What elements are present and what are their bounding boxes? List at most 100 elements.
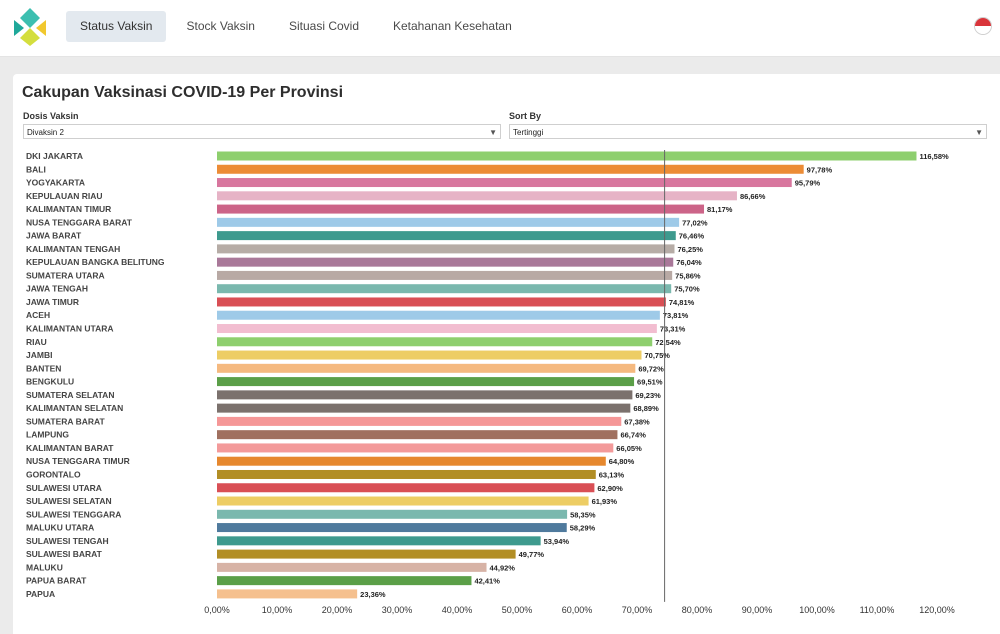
bar-value-label: 58,29% bbox=[570, 524, 596, 533]
bar-sumatera-selatan bbox=[217, 390, 633, 400]
bar-value-label: 70,75% bbox=[645, 351, 671, 360]
bar-nusa-tenggara-timur bbox=[217, 456, 606, 466]
sort-select-value: Tertinggi bbox=[513, 128, 544, 137]
bar-kalimantan-selatan bbox=[217, 403, 631, 413]
x-tick-label: 0,00% bbox=[204, 605, 230, 615]
province-label: MALUKU bbox=[26, 562, 63, 572]
x-tick-label: 20,00% bbox=[322, 605, 353, 615]
bar-value-label: 69,23% bbox=[635, 391, 661, 400]
chevron-down-icon: ▼ bbox=[975, 128, 983, 137]
bar-value-label: 63,13% bbox=[599, 470, 625, 479]
province-coverage-bar-chart: DKI JAKARTA 116,58% BALI 97,78% YOGYAKARTA 95… bbox=[26, 150, 955, 615]
bar-banten bbox=[217, 363, 636, 373]
bar-sumatera-barat bbox=[217, 416, 622, 426]
bar-nusa-tenggara-barat bbox=[217, 217, 680, 227]
province-label: GORONTALO bbox=[26, 469, 81, 479]
bar-jawa-timur bbox=[217, 297, 666, 307]
bar-bengkulu bbox=[217, 377, 635, 387]
bar-lampung bbox=[217, 430, 618, 440]
chevron-down-icon: ▼ bbox=[489, 128, 497, 137]
province-label: SULAWESI TENGAH bbox=[26, 536, 109, 546]
bar-value-label: 76,04% bbox=[676, 258, 702, 267]
nav-status-vaksin[interactable]: Status Vaksin bbox=[66, 11, 167, 42]
kemenkes-logo-icon[interactable] bbox=[10, 6, 50, 48]
bar-value-label: 75,70% bbox=[674, 285, 700, 294]
bar-sulawesi-utara bbox=[217, 483, 595, 493]
bar-yogyakarta bbox=[217, 178, 792, 188]
province-label: PAPUA BARAT bbox=[26, 576, 87, 586]
bar-maluku bbox=[217, 562, 487, 572]
bar-value-label: 68,89% bbox=[633, 404, 659, 413]
bar-value-label: 42,41% bbox=[474, 577, 500, 586]
province-label: BALI bbox=[26, 164, 46, 174]
bar-value-label: 73,31% bbox=[660, 325, 686, 334]
province-label: KEPULAUAN BANGKA BELITUNG bbox=[26, 257, 165, 267]
province-label: SULAWESI SELATAN bbox=[26, 496, 112, 506]
bar-jambi bbox=[217, 350, 642, 360]
bar-value-label: 116,58% bbox=[919, 152, 949, 161]
bar-value-label: 64,80% bbox=[609, 457, 635, 466]
bar-value-label: 49,77% bbox=[519, 550, 545, 559]
bar-value-label: 74,81% bbox=[669, 298, 695, 307]
bar-bali bbox=[217, 164, 804, 174]
bar-sumatera-utara bbox=[217, 270, 673, 280]
x-tick-label: 90,00% bbox=[742, 605, 773, 615]
x-tick-label: 80,00% bbox=[682, 605, 713, 615]
province-label: KALIMANTAN BARAT bbox=[26, 443, 114, 453]
province-label: SULAWESI UTARA bbox=[26, 483, 102, 493]
bar-value-label: 69,51% bbox=[637, 378, 663, 387]
dose-filter-label: Dosis Vaksin bbox=[23, 111, 79, 121]
bar-value-label: 66,05% bbox=[616, 444, 642, 453]
bar-jawa-tengah bbox=[217, 284, 672, 294]
bar-value-label: 73,81% bbox=[663, 311, 689, 320]
bar-aceh bbox=[217, 310, 660, 320]
nav-stock-vaksin[interactable]: Stock Vaksin bbox=[186, 19, 255, 33]
bar-value-label: 23,36% bbox=[360, 590, 386, 599]
bar-value-label: 76,25% bbox=[678, 245, 704, 254]
x-tick-label: 120,00% bbox=[919, 605, 955, 615]
bar-sulawesi-barat bbox=[217, 549, 516, 559]
sort-filter-label: Sort By bbox=[509, 111, 542, 121]
bar-value-label: 72,54% bbox=[655, 338, 681, 347]
x-tick-label: 30,00% bbox=[382, 605, 413, 615]
bar-riau bbox=[217, 337, 653, 347]
province-label: SULAWESI TENGGARA bbox=[26, 509, 121, 519]
province-label: JAWA TENGAH bbox=[26, 284, 88, 294]
province-label: KALIMANTAN TIMUR bbox=[26, 204, 111, 214]
bar-kalimantan-tengah bbox=[217, 244, 675, 254]
x-tick-label: 60,00% bbox=[562, 605, 593, 615]
province-label: KALIMANTAN UTARA bbox=[26, 324, 114, 334]
indonesia-flag-icon[interactable] bbox=[974, 17, 992, 35]
province-label: RIAU bbox=[26, 337, 47, 347]
bar-kepulauan-bangka-belitung bbox=[217, 257, 674, 267]
bar-kalimantan-barat bbox=[217, 443, 614, 453]
province-label: SUMATERA UTARA bbox=[26, 270, 105, 280]
nav-ketahanan-kesehatan[interactable]: Ketahanan Kesehatan bbox=[393, 19, 512, 33]
bar-sulawesi-tengah bbox=[217, 536, 541, 546]
bar-value-label: 44,92% bbox=[490, 563, 516, 572]
bar-value-label: 53,94% bbox=[544, 537, 570, 546]
sort-select[interactable]: Tertinggi ▼ bbox=[509, 124, 987, 139]
province-label: DKI JAKARTA bbox=[26, 151, 83, 161]
province-label: SUMATERA BARAT bbox=[26, 416, 106, 426]
bar-sulawesi-tenggara bbox=[217, 509, 568, 519]
bar-dki-jakarta bbox=[217, 151, 917, 161]
dose-select[interactable]: Divaksin 2 ▼ bbox=[23, 124, 501, 139]
top-navbar: Status Vaksin Stock Vaksin Situasi Covid… bbox=[0, 0, 1000, 57]
province-label: JAMBI bbox=[26, 350, 52, 360]
bar-value-label: 75,86% bbox=[675, 271, 701, 280]
bar-value-label: 77,02% bbox=[682, 218, 708, 227]
dose-select-value: Divaksin 2 bbox=[27, 128, 64, 137]
province-label: KEPULAUAN RIAU bbox=[26, 191, 103, 201]
province-label: NUSA TENGGARA BARAT bbox=[26, 217, 133, 227]
province-label: LAMPUNG bbox=[26, 430, 69, 440]
x-tick-label: 100,00% bbox=[799, 605, 835, 615]
bar-papua-barat bbox=[217, 576, 472, 586]
x-tick-label: 50,00% bbox=[502, 605, 533, 615]
province-label: NUSA TENGGARA TIMUR bbox=[26, 456, 130, 466]
province-label: YOGYAKARTA bbox=[26, 178, 85, 188]
nav-situasi-covid[interactable]: Situasi Covid bbox=[288, 19, 359, 33]
bar-papua bbox=[217, 589, 358, 599]
x-tick-label: 40,00% bbox=[442, 605, 473, 615]
bar-jawa-barat bbox=[217, 231, 676, 241]
